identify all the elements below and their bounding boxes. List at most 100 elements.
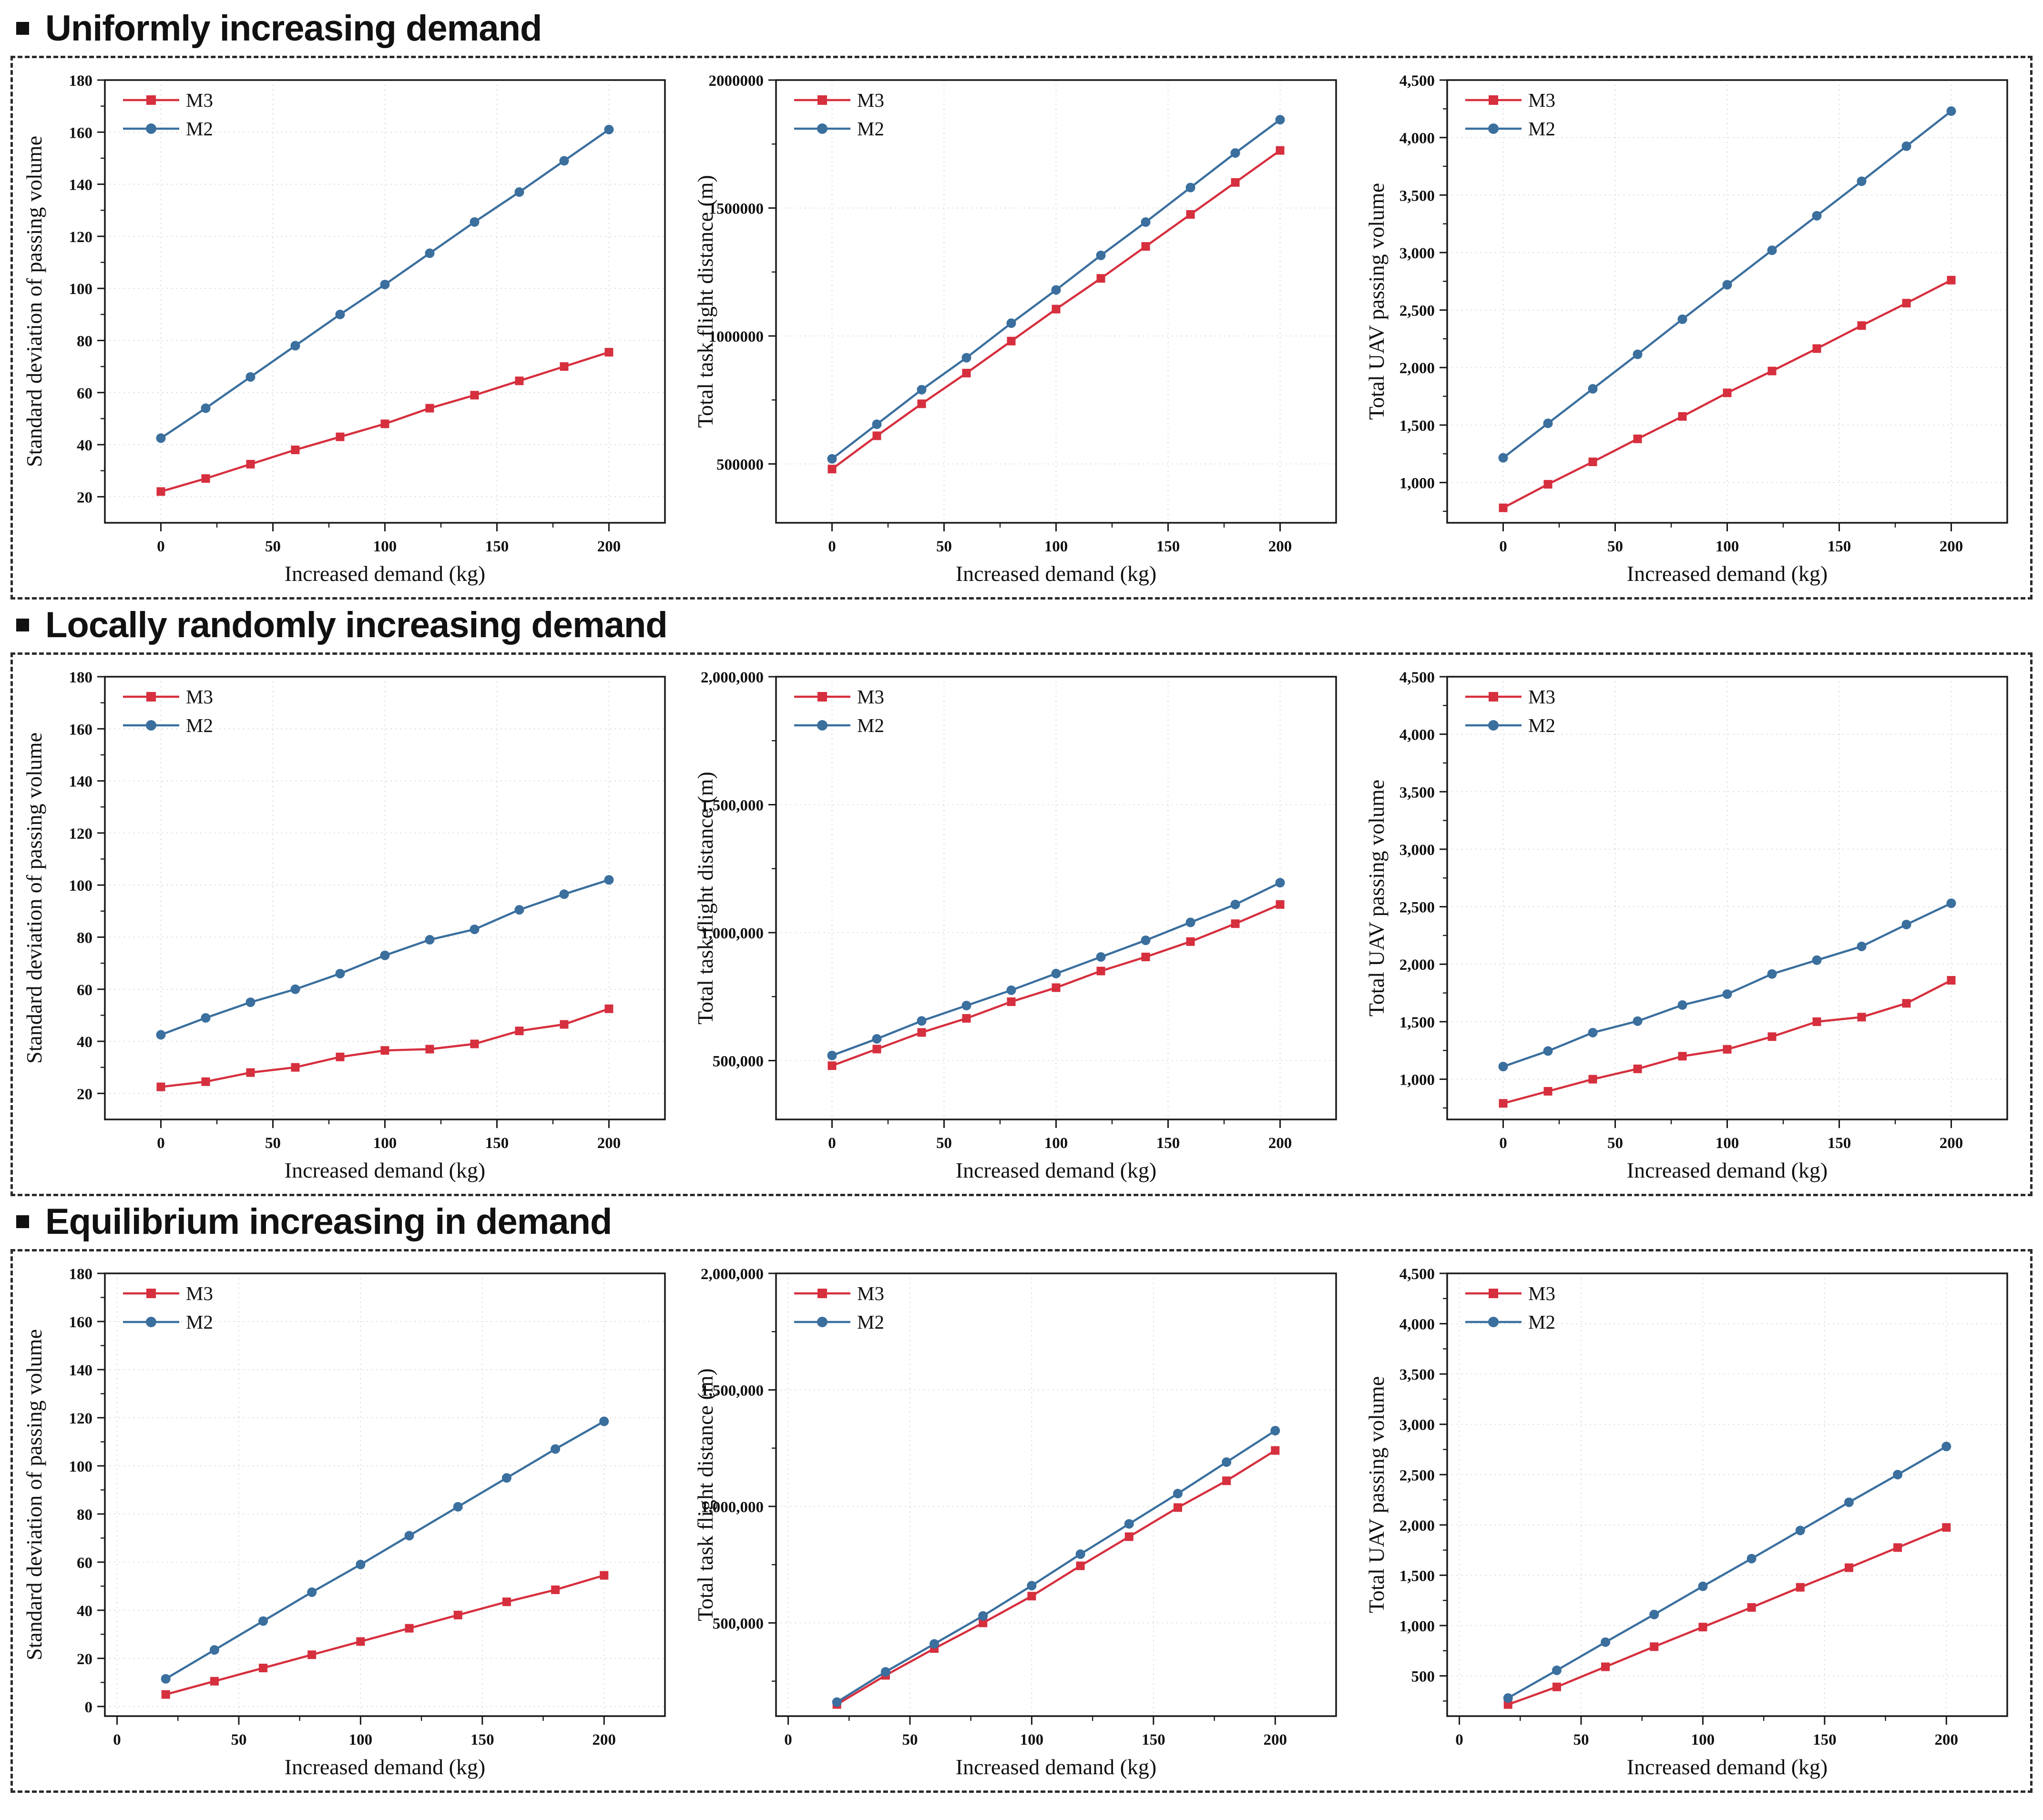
- svg-text:1,000: 1,000: [1399, 1618, 1435, 1635]
- svg-text:0: 0: [1499, 1135, 1507, 1152]
- section-title: Uniformly increasing demand: [45, 8, 542, 49]
- svg-text:M2: M2: [1528, 1311, 1555, 1333]
- svg-text:0: 0: [157, 1135, 165, 1152]
- y-axis: 500 1,000 1,500 2,000 2,500 3,000 3,500 4,000 4,…: [1399, 1266, 1447, 1702]
- svg-text:4,500: 4,500: [1399, 72, 1435, 90]
- svg-text:50: 50: [1607, 1135, 1623, 1152]
- svg-text:M2: M2: [857, 118, 884, 140]
- svg-text:160: 160: [69, 721, 93, 738]
- svg-text:1,500,000: 1,500,000: [701, 1382, 764, 1399]
- gridlines: [776, 1273, 1336, 1716]
- svg-text:150: 150: [1828, 538, 1851, 555]
- svg-text:0: 0: [784, 1731, 792, 1749]
- x-axis-label: Increased demand (kg): [285, 1755, 485, 1779]
- x-axis-label: Increased demand (kg): [285, 1158, 485, 1182]
- gridlines: [776, 677, 1336, 1119]
- bullet-square-icon: [16, 1215, 29, 1228]
- svg-text:3,000: 3,000: [1399, 1417, 1435, 1434]
- x-axis: 0 50 100 150 200: [157, 523, 621, 555]
- y-axis-label: Total UAV passing volume: [1364, 780, 1389, 1017]
- svg-text:50: 50: [902, 1731, 918, 1749]
- section-heading: Equilibrium increasing in demand: [16, 1201, 2043, 1242]
- y-axis: 20 40 60 80 100 120 140 160 180: [69, 72, 105, 506]
- svg-text:3,500: 3,500: [1399, 784, 1435, 801]
- svg-text:100: 100: [69, 281, 93, 298]
- svg-text:0: 0: [85, 1699, 93, 1716]
- bullet-square-icon: [16, 22, 29, 35]
- x-axis-label: Increased demand (kg): [1627, 1755, 1828, 1779]
- series-m2: [832, 1426, 1280, 1707]
- svg-text:100: 100: [1716, 1135, 1739, 1152]
- svg-text:100: 100: [69, 1458, 93, 1475]
- svg-text:M2: M2: [1528, 118, 1555, 140]
- svg-text:150: 150: [1813, 1731, 1837, 1749]
- svg-text:500,000: 500,000: [713, 1053, 764, 1070]
- svg-text:150: 150: [1142, 1731, 1165, 1749]
- svg-text:180: 180: [69, 1266, 93, 1283]
- y-axis-label: Total UAV passing volume: [1364, 1376, 1389, 1613]
- plot-border: [775, 79, 1337, 524]
- series-m2: [156, 124, 614, 443]
- x-axis-label: Increased demand (kg): [285, 561, 485, 586]
- charts-box-equilibrium: 0 20 40 60 80 100 120 140 160 180 0 50 100 150 200 M3 M2…: [10, 1249, 2033, 1793]
- svg-text:120: 120: [69, 1410, 93, 1427]
- svg-text:80: 80: [77, 1506, 92, 1524]
- x-axis: 0 50 100 150 200: [784, 1716, 1287, 1749]
- series-m3: [1499, 275, 1956, 512]
- svg-text:60: 60: [77, 385, 92, 402]
- svg-text:200: 200: [1940, 1135, 1963, 1152]
- svg-text:2000000: 2000000: [709, 72, 764, 90]
- svg-text:M2: M2: [186, 714, 213, 736]
- svg-text:4,500: 4,500: [1399, 1266, 1435, 1283]
- svg-text:M3: M3: [1528, 89, 1555, 111]
- svg-text:500: 500: [1411, 1668, 1435, 1686]
- svg-text:80: 80: [77, 929, 92, 946]
- svg-text:M3: M3: [186, 686, 213, 708]
- plot-border: [104, 1272, 666, 1717]
- plot-border: [775, 1272, 1337, 1717]
- svg-text:20: 20: [77, 1651, 92, 1668]
- series-m3: [827, 146, 1285, 474]
- svg-text:1,500,000: 1,500,000: [701, 797, 764, 814]
- svg-text:M2: M2: [186, 118, 213, 140]
- svg-text:0: 0: [113, 1731, 121, 1749]
- svg-text:4,000: 4,000: [1399, 130, 1435, 147]
- section-uniform: Uniformly increasing demand 20 40 60 80 100 1…: [0, 8, 2043, 600]
- gridlines: [1447, 1273, 2007, 1716]
- gridlines: [105, 1273, 665, 1716]
- svg-text:200: 200: [1268, 1135, 1292, 1152]
- x-axis: 0 50 100 150 200: [157, 1119, 621, 1152]
- gridlines: [1447, 80, 2007, 523]
- svg-text:40: 40: [77, 1603, 92, 1620]
- x-axis: 0 50 100 150 200: [113, 1716, 616, 1749]
- svg-text:1,500: 1,500: [1399, 1567, 1435, 1585]
- chart-random-flight-distance: 500,000 1,000,000 1,500,000 2,000,000 0 50 100…: [688, 659, 1355, 1190]
- y-axis: 500,000 1,000,000 1,500,000 2,000,000: [701, 1266, 776, 1682]
- plot-border: [775, 676, 1337, 1120]
- svg-text:100: 100: [349, 1731, 373, 1749]
- svg-text:M2: M2: [857, 714, 884, 736]
- y-axis: 1,000 1,500 2,000 2,500 3,000 3,500 4,000 4,500: [1399, 669, 1447, 1109]
- plot-border: [104, 79, 666, 524]
- x-axis-label: Increased demand (kg): [1627, 1158, 1828, 1182]
- svg-text:3,500: 3,500: [1399, 187, 1435, 204]
- svg-text:500000: 500000: [716, 456, 764, 473]
- chart-uniform-uav-volume: 1,000 1,500 2,000 2,500 3,000 3,500 4,000 4,500…: [1359, 62, 2026, 593]
- svg-text:1,000,000: 1,000,000: [701, 1499, 764, 1516]
- section-title: Equilibrium increasing in demand: [45, 1201, 612, 1242]
- svg-text:M3: M3: [1528, 686, 1555, 708]
- svg-text:3,000: 3,000: [1399, 842, 1435, 859]
- x-axis: 0 50 100 150 200: [1455, 1716, 1958, 1749]
- series-m2: [1498, 106, 1956, 463]
- series-m2: [1498, 898, 1956, 1072]
- svg-text:2,500: 2,500: [1399, 1467, 1435, 1484]
- charts-box-uniform: 20 40 60 80 100 120 140 160 180 0 50 100 150 200 M3 M2 I…: [10, 56, 2033, 600]
- svg-text:100: 100: [1716, 538, 1739, 555]
